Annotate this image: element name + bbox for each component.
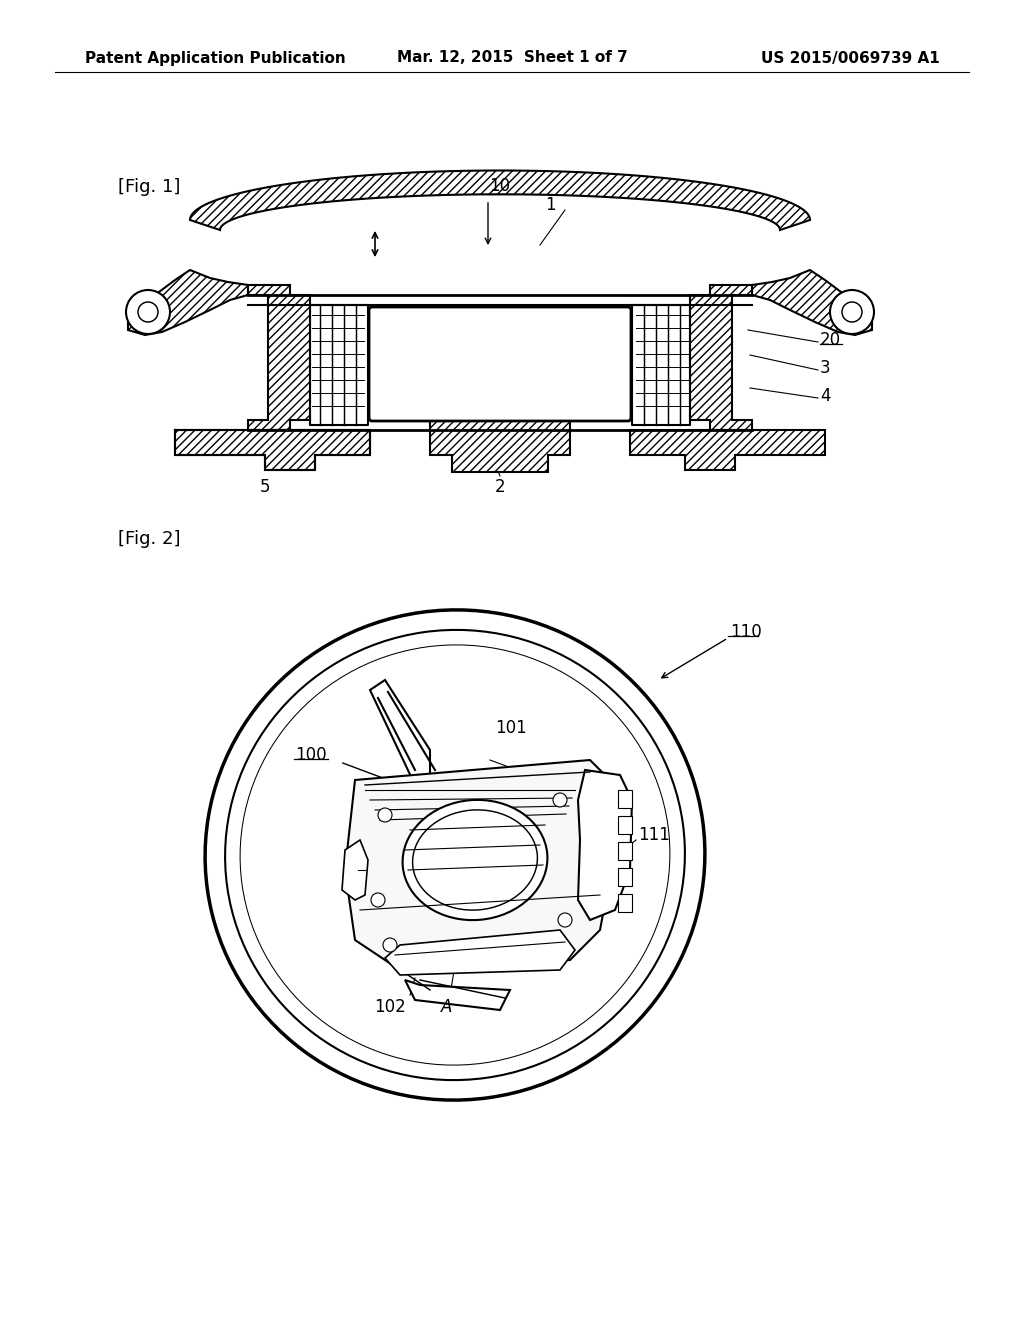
Polygon shape — [752, 271, 872, 335]
Ellipse shape — [413, 810, 538, 909]
Text: 5: 5 — [260, 478, 270, 496]
Circle shape — [558, 913, 572, 927]
Text: 111: 111 — [638, 826, 670, 843]
Bar — [618, 842, 632, 861]
Circle shape — [553, 793, 567, 807]
Polygon shape — [345, 760, 615, 970]
Text: 20: 20 — [820, 331, 841, 348]
Text: Mar. 12, 2015  Sheet 1 of 7: Mar. 12, 2015 Sheet 1 of 7 — [396, 50, 628, 66]
Text: A: A — [441, 998, 453, 1016]
Text: 1: 1 — [545, 195, 556, 214]
Bar — [618, 816, 632, 834]
Text: Patent Application Publication: Patent Application Publication — [85, 50, 346, 66]
Polygon shape — [248, 285, 310, 430]
Text: 4: 4 — [820, 387, 830, 405]
Circle shape — [126, 290, 170, 334]
Text: 2: 2 — [495, 478, 505, 496]
FancyBboxPatch shape — [369, 308, 631, 421]
Circle shape — [371, 894, 385, 907]
Bar — [618, 789, 632, 808]
Text: 3: 3 — [820, 359, 830, 378]
Polygon shape — [430, 418, 570, 473]
Polygon shape — [128, 271, 248, 335]
Polygon shape — [342, 840, 368, 900]
Text: 10: 10 — [489, 177, 511, 195]
Circle shape — [138, 302, 158, 322]
Polygon shape — [578, 770, 632, 920]
Text: 110: 110 — [730, 623, 762, 642]
Bar — [618, 869, 632, 886]
Text: 100: 100 — [295, 746, 327, 764]
Circle shape — [842, 302, 862, 322]
Text: [Fig. 2]: [Fig. 2] — [118, 531, 180, 548]
Circle shape — [383, 939, 397, 952]
Text: US 2015/0069739 A1: US 2015/0069739 A1 — [761, 50, 940, 66]
Ellipse shape — [402, 800, 548, 920]
Circle shape — [378, 808, 392, 822]
Polygon shape — [370, 680, 430, 785]
Bar — [618, 894, 632, 912]
Text: 102: 102 — [374, 998, 406, 1016]
Text: 101: 101 — [495, 719, 526, 737]
Polygon shape — [690, 285, 752, 430]
Polygon shape — [175, 430, 370, 470]
Ellipse shape — [226, 631, 684, 1078]
Text: 112: 112 — [582, 869, 613, 887]
Circle shape — [830, 290, 874, 334]
Polygon shape — [630, 430, 825, 470]
Polygon shape — [190, 170, 810, 230]
Polygon shape — [385, 931, 575, 975]
Polygon shape — [406, 979, 510, 1010]
Text: [Fig. 1]: [Fig. 1] — [118, 178, 180, 195]
